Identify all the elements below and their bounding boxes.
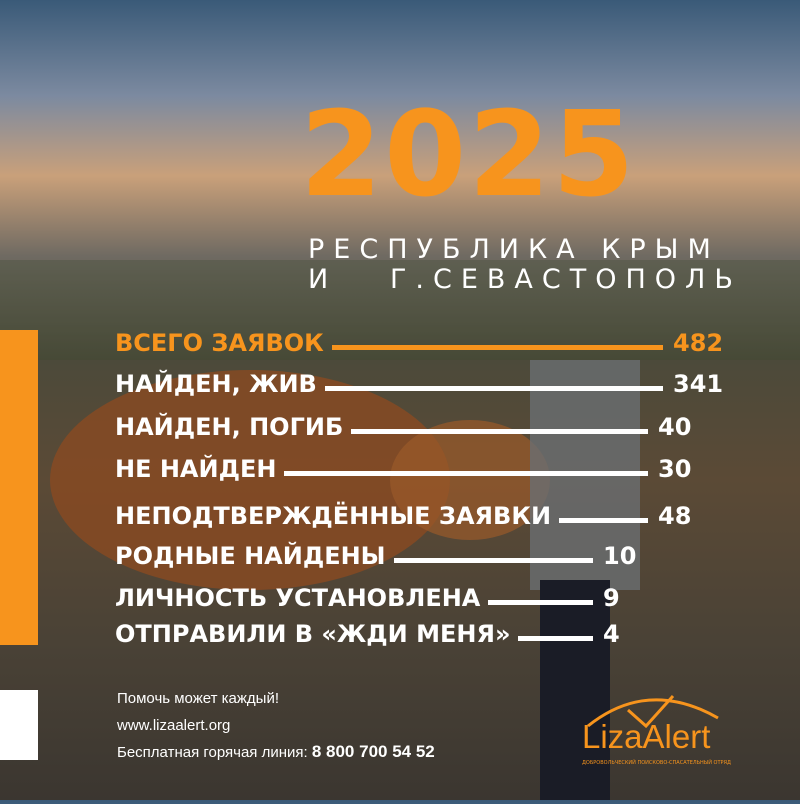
stat-divider (331, 344, 663, 350)
year-title: 2025 (300, 85, 637, 223)
stat-value: 10 (603, 542, 637, 570)
stat-label: ОТПРАВИЛИ В «ЖДИ МЕНЯ» (115, 620, 511, 648)
stat-divider (393, 557, 593, 563)
logo-name: LizaAlert (582, 718, 711, 755)
slogan: Помочь может каждый! (117, 690, 279, 707)
stat-row: ОТПРАВИЛИ В «ЖДИ МЕНЯ» 4 (115, 619, 665, 649)
stat-label: ЛИЧНОСТЬ УСТАНОВЛЕНА (115, 584, 481, 612)
hotline-label: Бесплатная горячая линия: (117, 744, 312, 761)
stat-value: 341 (673, 370, 724, 398)
stat-value: 30 (658, 455, 692, 483)
stat-label: ВСЕГО ЗАЯВОК (115, 329, 324, 357)
region-line-2: И Г.СЕВАСТОПОЛЬ (308, 264, 742, 295)
stat-value: 40 (658, 413, 692, 441)
stat-divider (518, 635, 593, 641)
stat-label: НАЙДЕН, ПОГИБ (115, 413, 344, 441)
stat-row: НАЙДЕН, ЖИВ 341 (115, 369, 735, 399)
stat-value: 9 (603, 584, 620, 612)
hotline-number: 8 800 700 54 52 (311, 742, 435, 761)
stat-value: 48 (658, 502, 692, 530)
hotline: Бесплатная горячая линия: 8 800 700 54 5… (117, 742, 435, 762)
stat-row: НЕ НАЙДЕН 30 (115, 454, 720, 484)
orange-accent-bar (0, 330, 38, 645)
stat-divider (324, 385, 663, 391)
stat-divider (284, 470, 648, 476)
website-link[interactable]: www.lizaalert.org (117, 717, 231, 734)
stat-label: НЕПОДТВЕРЖДЁННЫЕ ЗАЯВКИ (115, 502, 552, 530)
stat-divider (488, 599, 593, 605)
stat-divider (559, 517, 648, 523)
region-line-1: РЕСПУБЛИКА КРЫМ (308, 234, 720, 265)
stat-row: ВСЕГО ЗАЯВОК 482 (115, 328, 735, 358)
stat-label: РОДНЫЕ НАЙДЕНЫ (115, 542, 386, 570)
stat-divider (351, 428, 648, 434)
logo-tagline: ДОБРОВОЛЬЧЕСКИЙ ПОИСКОВО-СПАСАТЕЛЬНЫЙ ОТ… (582, 760, 731, 766)
stat-value: 482 (673, 329, 724, 357)
logo-arc-icon (587, 694, 719, 728)
stat-row: НЕПОДТВЕРЖДЁННЫЕ ЗАЯВКИ 48 (115, 501, 720, 531)
lizaalert-logo: LizaAlert ДОБРОВОЛЬЧЕСКИЙ ПОИСКОВО-СПАСА… (578, 688, 731, 768)
stat-value: 4 (603, 620, 620, 648)
stat-label: НЕ НАЙДЕН (115, 455, 277, 483)
stat-row: ЛИЧНОСТЬ УСТАНОВЛЕНА 9 (115, 583, 665, 613)
stat-label: НАЙДЕН, ЖИВ (115, 370, 317, 398)
stat-row: РОДНЫЕ НАЙДЕНЫ 10 (115, 541, 665, 571)
stat-row: НАЙДЕН, ПОГИБ 40 (115, 412, 720, 442)
white-accent-bar (0, 690, 38, 760)
